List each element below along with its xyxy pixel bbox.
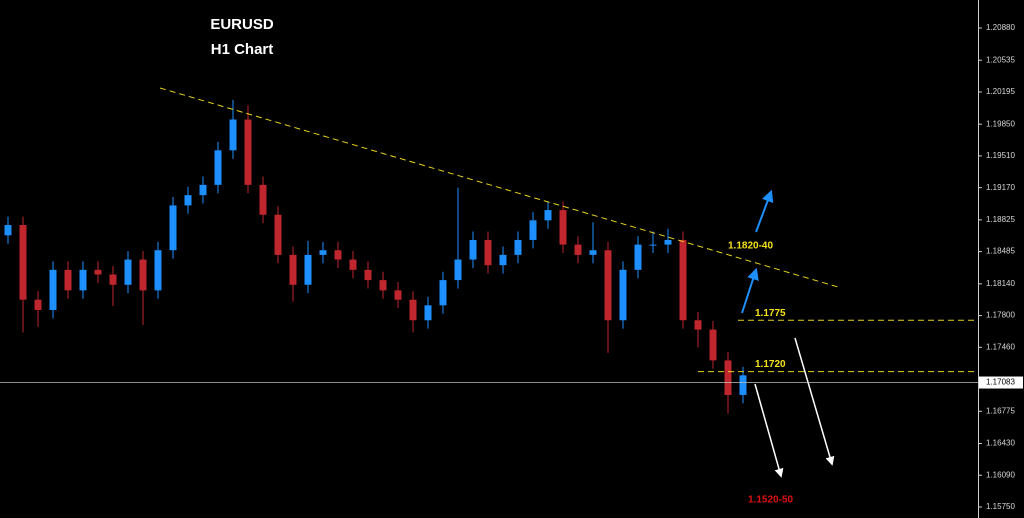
candle-body	[109, 274, 117, 285]
target-label: 1.1520-50	[748, 495, 793, 506]
candle-body	[484, 239, 492, 266]
trendline	[159, 87, 839, 288]
candle-body	[4, 225, 12, 236]
candle-body	[589, 250, 597, 255]
candle-body	[229, 119, 237, 151]
level-label: 1.1775	[755, 308, 786, 319]
candle-body	[244, 119, 252, 185]
arrow	[754, 383, 784, 478]
candle-body	[709, 329, 717, 361]
candle-body	[124, 259, 132, 285]
trendline-label: 1.1820-40	[728, 241, 773, 252]
candle-body	[304, 254, 312, 285]
candle-body	[79, 269, 87, 291]
y-tick-label: 1.18825	[986, 215, 1015, 224]
chart-title: EURUSD	[210, 16, 274, 33]
y-tick-label: 1.20535	[986, 55, 1015, 64]
candle-body	[289, 254, 297, 285]
y-tick-label: 1.20880	[986, 23, 1015, 32]
y-tick-label: 1.16775	[986, 406, 1015, 415]
candle-body	[439, 280, 447, 306]
candle-body	[559, 210, 567, 245]
candle-body	[409, 299, 417, 321]
candle-body	[424, 305, 432, 321]
candle-body	[379, 280, 387, 291]
candle-body	[664, 239, 672, 245]
current-price-box	[979, 376, 1023, 389]
arrow	[741, 267, 759, 314]
candle-body	[319, 250, 327, 255]
current-price-label: 1.17083	[986, 378, 1015, 387]
candle-body	[169, 205, 177, 251]
y-tick-label: 1.16430	[986, 439, 1015, 448]
candle-body	[274, 214, 282, 255]
candle-body	[349, 259, 357, 270]
y-tick-label: 1.17460	[986, 342, 1015, 351]
candle-body	[724, 360, 732, 395]
candle-body	[649, 244, 657, 246]
candle-body	[199, 184, 207, 196]
candle-body	[619, 269, 627, 321]
chart-subtitle: H1 Chart	[211, 41, 274, 58]
plot-area	[4, 99, 747, 414]
candle-body	[679, 239, 687, 321]
y-tick-label: 1.15750	[986, 502, 1015, 511]
y-tick-label: 1.20195	[986, 87, 1015, 96]
y-tick-label: 1.16090	[986, 470, 1015, 479]
candle-body	[469, 239, 477, 260]
candle-body	[694, 320, 702, 330]
candle-body	[154, 250, 162, 291]
y-tick-label: 1.19170	[986, 183, 1015, 192]
y-tick-label: 1.18485	[986, 247, 1015, 256]
candle-body	[184, 195, 192, 206]
candle-body	[139, 259, 147, 291]
level-label: 1.1720	[755, 359, 786, 370]
candle-body	[49, 269, 57, 310]
candle-body	[499, 254, 507, 266]
candle-body	[454, 259, 462, 281]
candle-body	[604, 250, 612, 321]
y-tick-label: 1.18140	[986, 279, 1015, 288]
candle-body	[529, 220, 537, 240]
y-tick-label: 1.17800	[986, 311, 1015, 320]
arrow	[794, 337, 835, 466]
candle-body	[334, 250, 342, 260]
candle-body	[19, 225, 27, 300]
candle-body	[394, 290, 402, 300]
candle-body	[739, 375, 747, 395]
candle-body	[634, 244, 642, 270]
candle-body	[64, 269, 72, 291]
candle-body	[94, 269, 102, 275]
arrow	[755, 189, 774, 233]
candle-body	[364, 269, 372, 281]
candle-body	[34, 299, 42, 310]
candle-body	[514, 239, 522, 255]
y-tick-label: 1.19850	[986, 119, 1015, 128]
candle-body	[259, 184, 267, 215]
candle-body	[214, 150, 222, 185]
candle-body	[574, 244, 582, 255]
candle-body	[544, 210, 552, 221]
y-tick-label: 1.19510	[986, 151, 1015, 160]
